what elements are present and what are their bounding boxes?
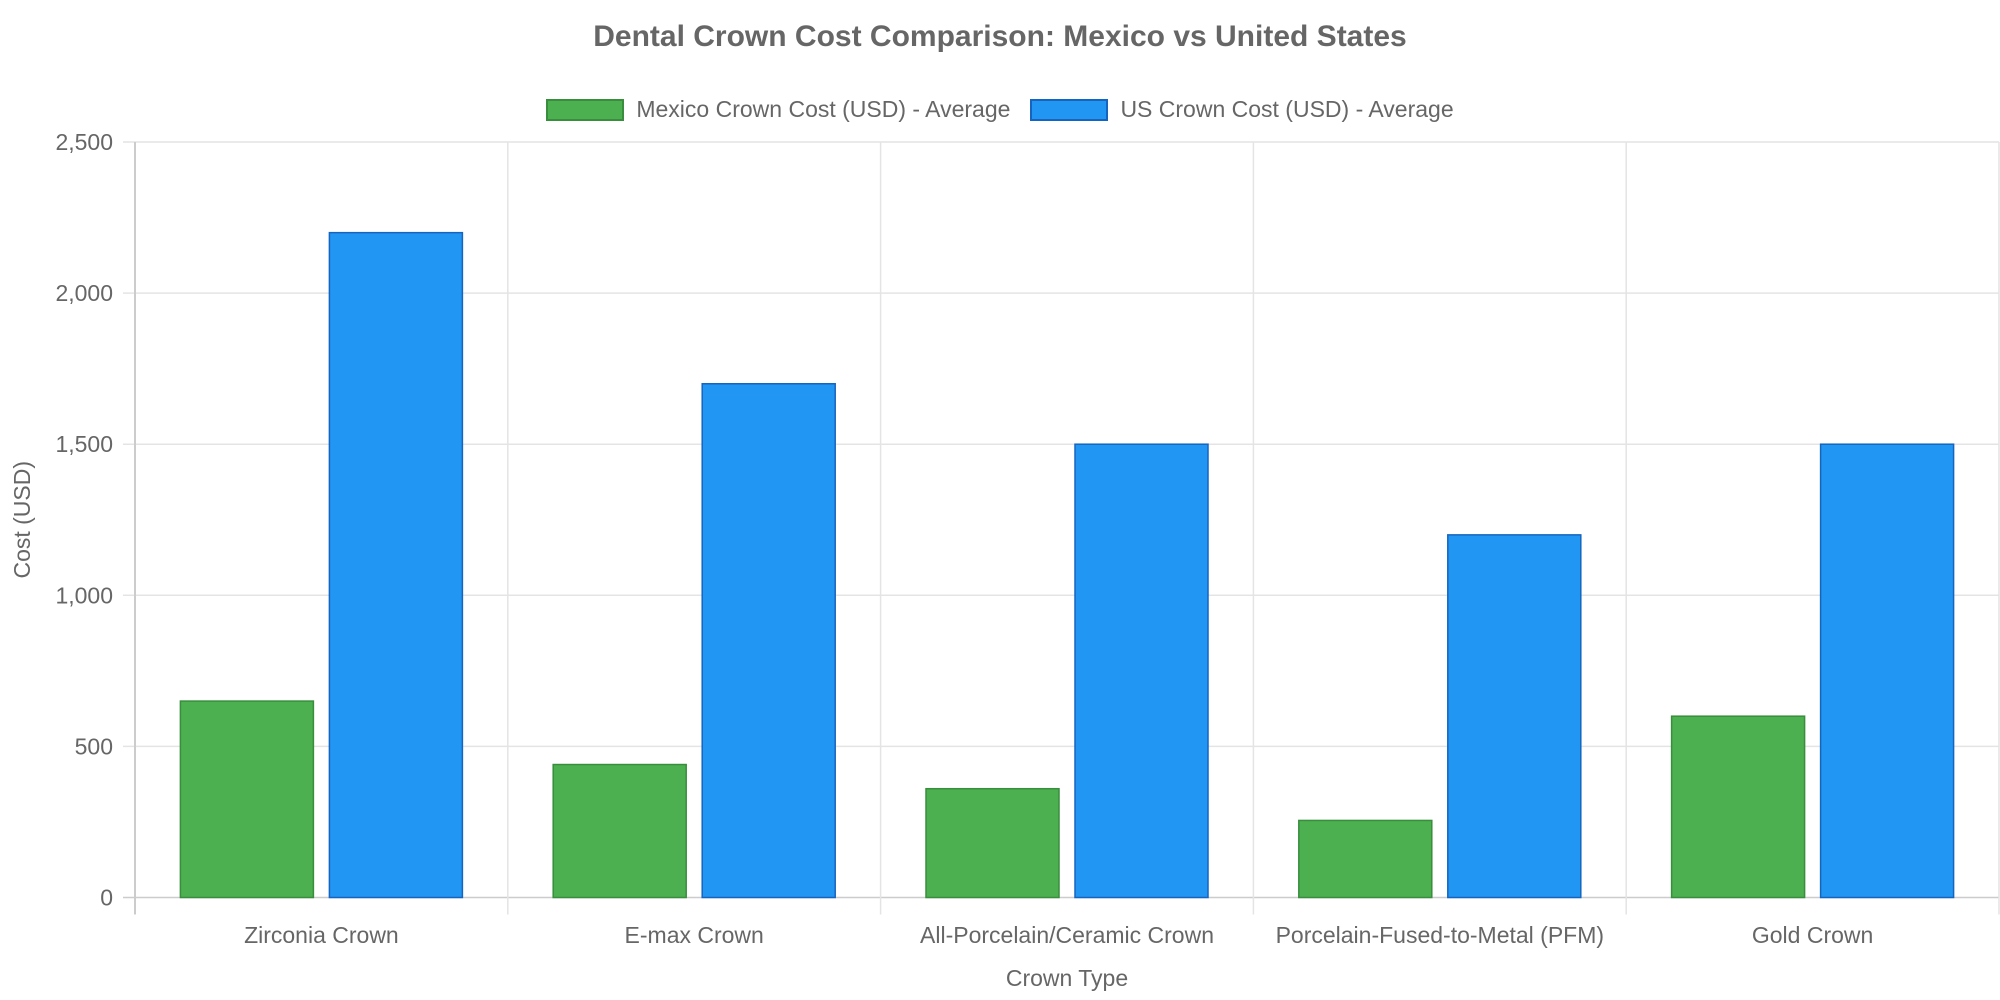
legend-item-mexico[interactable]: Mexico Crown Cost (USD) - Average <box>546 96 1010 123</box>
bar-mexico-0[interactable] <box>179 700 315 899</box>
y-tick-label: 2,500 <box>55 129 113 155</box>
legend-label-mexico: Mexico Crown Cost (USD) - Average <box>636 96 1011 122</box>
bar-mexico-3[interactable] <box>1298 819 1433 899</box>
y-tick-label: 500 <box>75 733 113 759</box>
bar-us-4[interactable] <box>1819 443 1955 899</box>
y-tick-label: 2,000 <box>55 280 113 306</box>
x-tick-label: Zirconia Crown <box>244 922 399 948</box>
bar-mexico-4[interactable] <box>1670 715 1806 899</box>
x-axis-title: Crown Type <box>1006 965 1128 991</box>
legend-swatch-mexico <box>546 98 625 121</box>
y-axis-title: Cost (USD) <box>9 461 35 579</box>
bar-mexico-2[interactable] <box>925 787 1060 899</box>
bar-us-0[interactable] <box>328 231 464 899</box>
x-tick-label: All-Porcelain/Ceramic Crown <box>920 922 1214 948</box>
x-tick-label: Porcelain-Fused-to-Metal (PFM) <box>1276 922 1604 948</box>
legend-swatch-us <box>1030 98 1109 121</box>
chart-title: Dental Crown Cost Comparison: Mexico vs … <box>593 20 1407 53</box>
legend-label-us: US Crown Cost (USD) - Average <box>1120 96 1454 122</box>
y-tick-label: 1,000 <box>55 582 113 608</box>
bar-us-2[interactable] <box>1074 443 1209 899</box>
bar-us-1[interactable] <box>701 383 836 899</box>
x-tick-label: Gold Crown <box>1752 922 1873 948</box>
y-tick-label: 0 <box>100 885 113 911</box>
legend: Mexico Crown Cost (USD) - Average US Cro… <box>0 96 2000 123</box>
bar-mexico-1[interactable] <box>552 763 687 899</box>
bar-us-3[interactable] <box>1447 534 1582 899</box>
y-tick-label: 1,500 <box>55 431 113 457</box>
x-tick-label: E-max Crown <box>625 922 764 948</box>
legend-item-us[interactable]: US Crown Cost (USD) - Average <box>1030 96 1454 123</box>
